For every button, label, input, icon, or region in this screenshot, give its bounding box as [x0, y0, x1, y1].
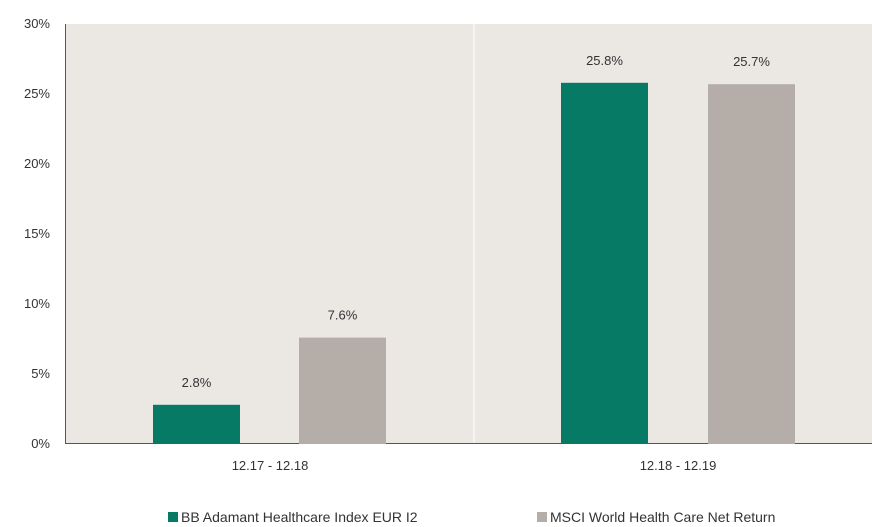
data-label: 7.6% — [328, 308, 358, 323]
legend-swatch-grey — [537, 512, 547, 522]
legend: BB Adamant Healthcare Index EUR I2 MSCI … — [0, 509, 872, 527]
y-tick-label: 30% — [24, 16, 50, 31]
y-tick-label: 15% — [24, 226, 50, 241]
legend-item-bb-adamant: BB Adamant Healthcare Index EUR I2 — [168, 509, 418, 525]
y-tick-label: 25% — [24, 86, 50, 101]
legend-label: BB Adamant Healthcare Index EUR I2 — [181, 509, 418, 525]
y-tick-label: 10% — [24, 296, 50, 311]
x-category-label: 12.18 - 12.19 — [640, 458, 717, 473]
legend-item-msci: MSCI World Health Care Net Return — [537, 509, 775, 525]
bar-bb-adamant-12-17 — [153, 404, 240, 444]
data-label: 25.8% — [586, 53, 623, 68]
data-label: 2.8% — [182, 375, 212, 390]
bar-msci-12-17 — [299, 337, 386, 444]
x-axis-labels: 12.17 - 12.18 12.18 - 12.19 — [232, 458, 717, 473]
data-labels: 2.8% 7.6% 25.8% 25.7% — [182, 53, 771, 390]
y-tick-label: 0% — [31, 436, 50, 451]
bar-msci-12-18 — [708, 84, 795, 444]
legend-swatch-green — [168, 512, 178, 522]
legend-label: MSCI World Health Care Net Return — [550, 509, 776, 525]
bar-group-container — [153, 82, 795, 445]
y-tick-label: 5% — [31, 366, 50, 381]
y-axis-ticks: 0% 5% 10% 15% 20% 25% 30% — [24, 16, 50, 451]
x-category-label: 12.17 - 12.18 — [232, 458, 309, 473]
data-label: 25.7% — [733, 54, 770, 69]
bar-bb-adamant-12-18 — [561, 82, 648, 445]
y-tick-label: 20% — [24, 156, 50, 171]
